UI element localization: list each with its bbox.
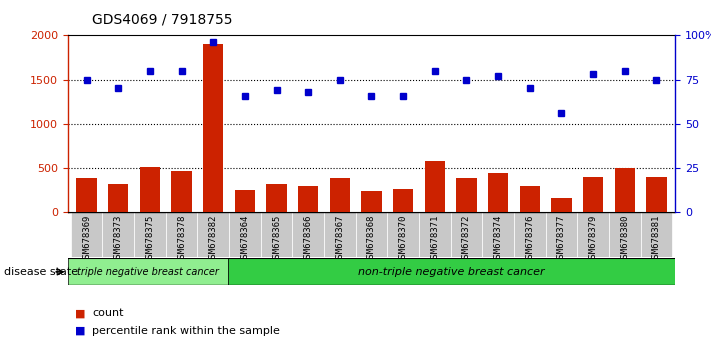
Bar — [551, 198, 572, 212]
Text: GSM678371: GSM678371 — [430, 215, 439, 263]
Bar — [641, 212, 673, 257]
Bar — [298, 186, 319, 212]
Bar — [261, 212, 292, 257]
Text: GSM678367: GSM678367 — [336, 215, 344, 263]
Bar — [228, 258, 675, 285]
Text: percentile rank within the sample: percentile rank within the sample — [92, 326, 280, 336]
Bar — [68, 258, 228, 285]
Bar — [235, 190, 255, 212]
Text: GSM678381: GSM678381 — [652, 215, 661, 263]
Text: GSM678366: GSM678366 — [304, 215, 313, 263]
Text: ■: ■ — [75, 326, 85, 336]
Bar — [583, 177, 604, 212]
Text: GSM678378: GSM678378 — [177, 215, 186, 263]
Bar — [393, 189, 414, 212]
Text: GSM678376: GSM678376 — [525, 215, 534, 263]
Text: GDS4069 / 7918755: GDS4069 / 7918755 — [92, 12, 233, 27]
Bar — [456, 178, 477, 212]
Bar — [166, 212, 198, 257]
Text: GSM678377: GSM678377 — [557, 215, 566, 263]
Text: GSM678379: GSM678379 — [589, 215, 598, 263]
Bar — [419, 212, 451, 257]
Text: non-triple negative breast cancer: non-triple negative breast cancer — [358, 267, 545, 277]
Text: GSM678368: GSM678368 — [367, 215, 376, 263]
Text: GSM678375: GSM678375 — [145, 215, 154, 263]
Bar — [203, 44, 223, 212]
Bar — [356, 212, 387, 257]
Bar — [171, 171, 192, 212]
Bar — [514, 212, 545, 257]
Bar — [424, 161, 445, 212]
Text: ■: ■ — [75, 308, 85, 318]
Text: GSM678372: GSM678372 — [462, 215, 471, 263]
Bar — [387, 212, 419, 257]
Bar — [229, 212, 261, 257]
Bar — [292, 212, 324, 257]
Text: GSM678373: GSM678373 — [114, 215, 123, 263]
Bar — [198, 212, 229, 257]
Text: GSM678369: GSM678369 — [82, 215, 91, 263]
Bar — [451, 212, 482, 257]
Bar — [482, 212, 514, 257]
Text: GSM678365: GSM678365 — [272, 215, 281, 263]
Bar — [102, 212, 134, 257]
Bar — [614, 168, 635, 212]
Bar — [329, 178, 350, 212]
Bar — [545, 212, 577, 257]
Bar — [646, 177, 667, 212]
Text: triple negative breast cancer: triple negative breast cancer — [77, 267, 218, 277]
Bar — [266, 184, 287, 212]
Bar — [488, 173, 508, 212]
Bar — [76, 178, 97, 212]
Bar — [609, 212, 641, 257]
Bar — [361, 191, 382, 212]
Bar — [324, 212, 356, 257]
Bar — [134, 212, 166, 257]
Text: count: count — [92, 308, 124, 318]
Text: GSM678382: GSM678382 — [209, 215, 218, 263]
Text: disease state: disease state — [4, 267, 77, 277]
Bar — [108, 184, 129, 212]
Text: GSM678364: GSM678364 — [240, 215, 250, 263]
Text: GSM678380: GSM678380 — [620, 215, 629, 263]
Text: GSM678374: GSM678374 — [493, 215, 503, 263]
Bar — [139, 167, 160, 212]
Bar — [577, 212, 609, 257]
Bar — [70, 212, 102, 257]
Bar — [520, 186, 540, 212]
Text: GSM678370: GSM678370 — [399, 215, 407, 263]
